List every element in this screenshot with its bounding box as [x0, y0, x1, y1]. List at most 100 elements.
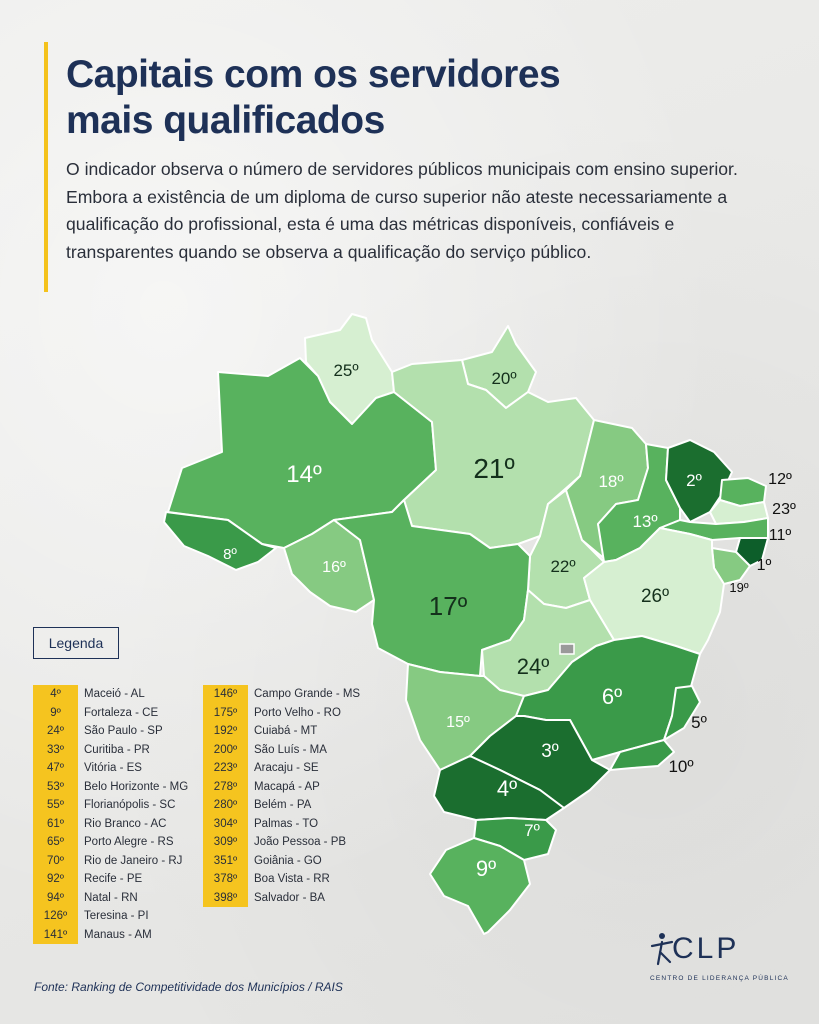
clp-logo-subtitle: CENTRO DE LIDERANÇA PÚBLICA: [650, 975, 789, 982]
legend-city: Natal - RN: [84, 891, 138, 904]
rank-label-mt: 17º: [429, 591, 468, 621]
legend-column-2: 146º Campo Grande - MS 175º Porto Velho - R…: [203, 685, 360, 907]
legend-row: 278º Macapá - AP: [203, 778, 360, 797]
legend-city: Macapá - AP: [254, 780, 320, 793]
legend-city: Maceió - AL: [84, 688, 145, 701]
legend-city: Belém - PA: [254, 799, 312, 812]
rank-label-ba: 26º: [641, 586, 669, 607]
description-text: O indicador observa o número de servidor…: [66, 159, 738, 262]
legend-rank-strip: [203, 685, 248, 907]
legend-row: 53º Belo Horizonte - MG: [33, 778, 188, 797]
legend-rank: 94º: [47, 891, 64, 904]
legend-rank: 53º: [47, 780, 64, 793]
legend-city: Salvador - BA: [254, 891, 325, 904]
legend-row: 223º Aracaju - SE: [203, 759, 360, 778]
clp-logo-text: CLP: [672, 932, 740, 965]
rank-label-rj: 10º: [668, 757, 693, 776]
legend-city: Fortaleza - CE: [84, 706, 159, 719]
rank-label-to: 22º: [550, 557, 575, 576]
legend-city: Recife - PE: [84, 873, 143, 886]
legend-city: Belo Horizonte - MG: [84, 780, 189, 793]
rank-label-es: 5º: [691, 713, 707, 732]
legend-rank: 309º: [213, 836, 238, 849]
rank-label-pi: 13º: [632, 512, 657, 531]
rank-label-am: 14º: [286, 461, 322, 488]
legend-city: Manaus - AM: [84, 928, 152, 941]
legend-rank: 141º: [43, 928, 68, 941]
legend-city: Vitória - ES: [84, 762, 142, 775]
state-es: [663, 685, 701, 741]
legend-city: Cuiabá - MT: [254, 725, 318, 738]
title-line-1: Capitais com os servidores: [66, 53, 561, 96]
legend-rank: 192º: [213, 725, 238, 738]
rank-label-ms: 15º: [446, 714, 470, 731]
state-rs: [429, 837, 531, 935]
legend-row: 55º Florianópolis - SC: [33, 796, 188, 815]
legend-row: 304º Palmas - TO: [203, 815, 360, 834]
legend-rank: 47º: [47, 762, 64, 775]
legend-rank: 175º: [213, 706, 238, 719]
legend-rank-strip: [33, 685, 78, 944]
legend-rank: 378º: [213, 873, 238, 886]
legend-city: João Pessoa - PB: [254, 836, 347, 849]
rank-label-sp: 3º: [541, 741, 559, 762]
rank-label-pe: 11º: [769, 527, 792, 544]
legend-row: 24º São Paulo - SP: [33, 722, 188, 741]
legend-row: 141º Manaus - AM: [33, 926, 188, 945]
legend-row: 70º Rio de Janeiro - RJ: [33, 852, 188, 871]
legend-row: 280º Belém - PA: [203, 796, 360, 815]
legend-city: Florianópolis - SC: [84, 799, 176, 812]
legend-row: 65º Porto Alegre - RS: [33, 833, 188, 852]
legend-rank: 92º: [47, 873, 64, 886]
rank-label-mg: 6º: [602, 684, 622, 709]
df-marker: [559, 643, 575, 655]
legend-row: 200º São Luís - MA: [203, 741, 360, 760]
rank-label-ma: 18º: [598, 472, 623, 491]
map-rank-labels: 25º 20º 14º 21º 18º 2º 12º 23º 11º 1º 19…: [223, 361, 796, 881]
legend-row: 61º Rio Branco - AC: [33, 815, 188, 834]
title-accent-bar: [44, 42, 48, 292]
legend-row: 398º Salvador - BA: [203, 889, 360, 908]
legend-rank: 65º: [47, 836, 64, 849]
rank-label-ro: 16º: [322, 559, 346, 576]
legend-row: 351º Goiânia - GO: [203, 852, 360, 871]
legend-rank: 126º: [43, 910, 68, 923]
legend-city: Goiânia - GO: [254, 854, 322, 867]
legend-rank: 278º: [213, 780, 238, 793]
legend-row: 47º Vitória - ES: [33, 759, 188, 778]
legend-rank: 9º: [50, 706, 61, 719]
clp-logo-icon: [650, 933, 674, 966]
rank-label-rs: 9º: [476, 856, 496, 881]
legend-rank: 304º: [213, 817, 238, 830]
legend-rank: 351º: [213, 854, 238, 867]
rank-label-ce: 2º: [686, 471, 702, 490]
source-note: Fonte: Ranking de Competitividade dos Mu…: [34, 980, 343, 994]
rank-label-ap: 20º: [491, 369, 516, 388]
legend-city: Porto Velho - RO: [254, 706, 341, 719]
rank-label-rr: 25º: [333, 361, 358, 380]
legend-city: São Paulo - SP: [84, 725, 163, 738]
page-title: Capitais com os servidores mais qualific…: [66, 52, 766, 144]
legend-city: Porto Alegre - RS: [84, 836, 174, 849]
legend-row: 9º Fortaleza - CE: [33, 704, 188, 723]
legend-rank: 223º: [213, 762, 238, 775]
state-ac: [163, 511, 277, 571]
legend-rank: 200º: [213, 743, 238, 756]
legend-city: Teresina - PI: [84, 910, 149, 923]
legend-column-1: 4º Maceió - AL 9º Fortaleza - CE 24º São Paul…: [33, 685, 188, 944]
legend-row: 126º Teresina - PI: [33, 907, 188, 926]
legend-city: Curitiba - PR: [84, 743, 150, 756]
legend-city: São Luís - MA: [254, 743, 327, 756]
legend-city: Aracaju - SE: [254, 762, 319, 775]
legend-row: 92º Recife - PE: [33, 870, 188, 889]
legend-rank: 33º: [47, 743, 64, 756]
legend-row: 192º Cuiabá - MT: [203, 722, 360, 741]
state-ce: [665, 439, 733, 523]
legend-rank: 398º: [213, 891, 238, 904]
legend-rank: 280º: [213, 799, 238, 812]
legend-rank: 61º: [47, 817, 64, 830]
legend-row: 33º Curitiba - PR: [33, 741, 188, 760]
rank-label-al: 1º: [757, 557, 772, 574]
title-line-2: mais qualificados: [66, 99, 385, 142]
